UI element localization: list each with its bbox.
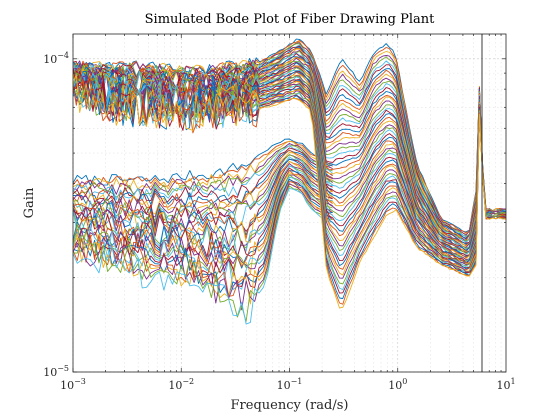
chart-title: Simulated Bode Plot of Fiber Drawing Pla…: [145, 12, 435, 27]
y-axis-label: Gain: [22, 187, 37, 218]
x-axis-label: Frequency (rad/s): [231, 398, 349, 413]
